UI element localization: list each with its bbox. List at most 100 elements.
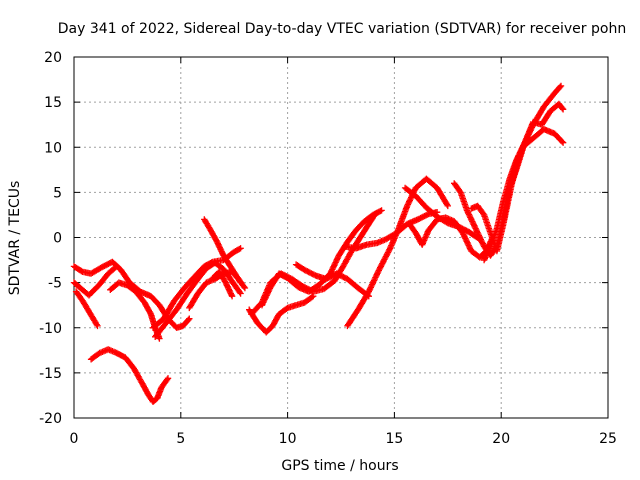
data-point-fill [366,285,374,292]
data-point-fill [420,238,427,245]
data-point-fill [468,216,475,224]
data-point-fill [384,250,391,258]
data-point-fill [386,246,393,253]
data-point-fill [474,229,481,236]
data-point-fill [421,235,428,243]
series-track-5 [107,279,163,342]
data-point-fill [406,197,413,204]
data-point-fill [388,242,395,249]
data-point [228,293,236,300]
data-point [156,335,163,342]
data-point-fill [334,255,341,262]
data-point-fill [260,297,268,305]
data-point-fill [464,240,472,248]
data-point-fill [93,321,100,328]
data-point-fill [424,211,431,218]
y-tick-label: 15 [44,95,62,111]
data-point-fill [366,287,373,294]
data-point-fill [470,221,477,228]
y-axis-label: SDTVAR / TECUs [7,181,23,296]
x-axis-ticks: 0 5 10 15 20 25 [70,57,617,447]
data-point-fill [377,207,384,215]
x-tick-label: 25 [599,431,617,447]
data-point-fill [379,259,387,266]
data-point [404,202,411,210]
data-point-fill [385,247,392,255]
x-tick-label: 20 [492,431,510,447]
y-tick-label: 20 [44,50,62,66]
data-point-fill [236,289,243,296]
data-point-fill [475,230,482,238]
data-point-fill [477,236,484,243]
data-point-fill [380,257,387,264]
series-track-10 [209,268,236,300]
data-point-fill [384,249,392,256]
data-point [557,82,565,90]
data-point-fill [465,211,473,218]
data-point-fill [558,138,566,145]
series-track-19 [451,153,522,259]
data-point-fill [265,288,272,295]
data-point [94,322,101,330]
data-point-fill [236,278,243,285]
data-point-fill [372,272,380,280]
data-point-fill [240,283,248,290]
series-track-2 [70,263,120,299]
data-point [164,375,172,382]
data-point-fill [185,316,192,323]
series-track-11 [246,293,317,336]
x-tick-label: 5 [176,431,185,447]
data-point-fill [368,281,376,288]
horizontal-grid-lines [74,101,608,374]
y-tick-label: -20 [39,411,62,427]
data-point-fill [112,264,119,271]
x-axis-label: GPS time / hours [281,458,398,474]
data-point-fill [259,300,266,307]
series-track-22 [504,100,567,196]
series-track-9 [201,216,244,286]
data-point-fill [333,257,340,265]
data-point-fill [228,291,235,298]
data-point-fill [479,240,486,247]
data-point [559,139,567,146]
data-point-fill [147,309,154,317]
y-tick-label: -15 [39,366,62,382]
data-point-fill [407,195,414,203]
data-point-fill [264,290,271,298]
data-point [378,207,385,214]
data-point-fill [370,278,377,285]
data-point-fill [331,260,339,268]
series-track-16 [344,175,451,330]
y-tick-label: -5 [48,276,62,292]
data-point-fill [262,293,270,301]
data-point-fill [308,293,316,301]
data-point [559,106,567,113]
data-point-fill [372,274,379,281]
y-axis-ticks: -20 -15 -10 -5 0 5 10 15 20 [39,50,608,427]
data-point-fill [476,233,483,240]
data-point-fill [556,83,564,91]
data-point [241,284,249,292]
data-point-fill [463,238,470,245]
data-point-fill [163,376,171,383]
x-tick-label: 0 [70,431,79,447]
data-point-fill [480,210,487,217]
data-point [463,207,471,214]
data-point-fill [377,264,384,271]
series-track-3 [72,288,101,330]
chart-title: Day 341 of 2022, Sidereal Day-to-day VTE… [58,21,626,37]
data-point-fill [469,219,477,227]
data-point-fill [266,286,273,294]
data-point-fill [370,277,378,284]
data-point [186,315,193,322]
data-series [70,82,567,405]
y-tick-label: -10 [39,321,62,337]
x-tick-label: 15 [385,431,403,447]
data-point-fill [559,105,566,112]
y-tick-label: 0 [53,231,62,247]
data-point-fill [393,229,400,236]
data-point [444,202,451,210]
series-track-18 [406,214,496,261]
data-point-fill [330,263,337,270]
